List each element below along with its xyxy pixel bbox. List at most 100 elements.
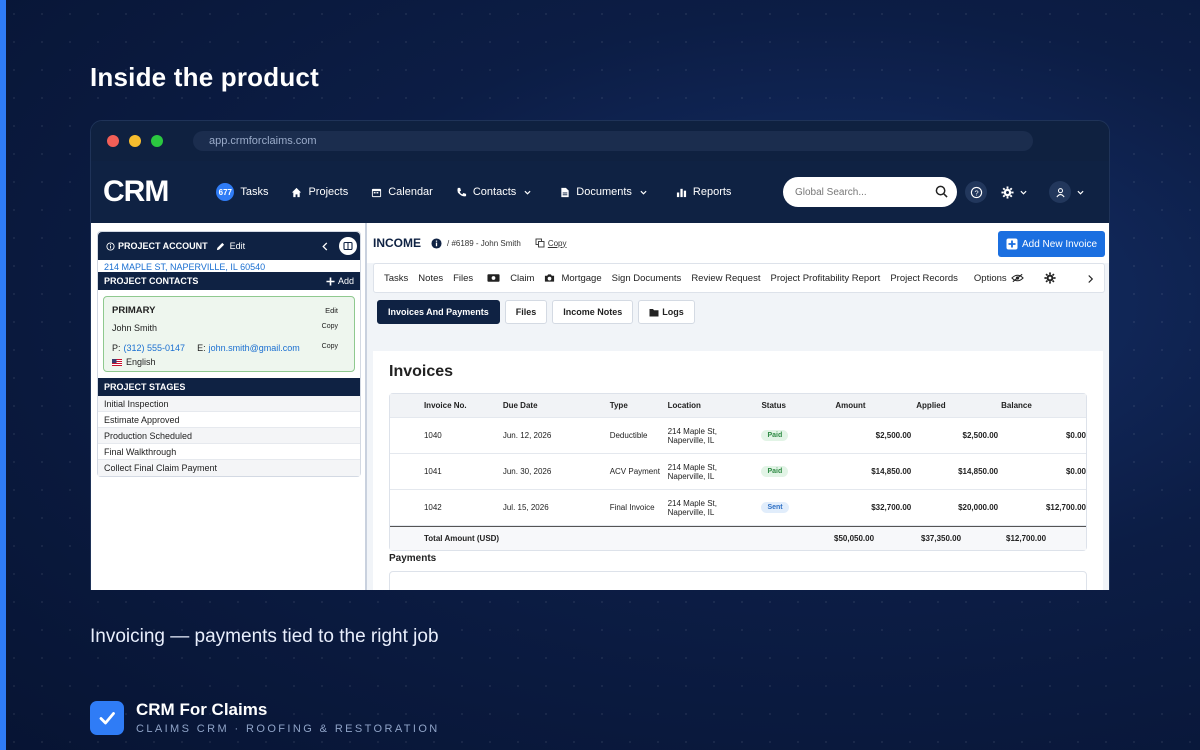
url-bar[interactable]: app.crmforclaims.com (193, 131, 1033, 151)
subnav-profitability-report[interactable]: Project Profitability Report (770, 272, 881, 284)
svg-text:?: ? (974, 188, 978, 197)
chevron-down-icon (1020, 190, 1027, 195)
chevron-right-icon[interactable] (1087, 274, 1094, 284)
table-row[interactable]: 1041 Jun. 30, 2026 ACV Payment 214 Maple… (390, 454, 1086, 490)
add-new-invoice-label: Add New Invoice (1021, 238, 1098, 250)
breadcrumb: / #6189 - John Smith (447, 238, 521, 248)
contact-email-link[interactable]: john.smith@gmail.com (208, 343, 300, 353)
stage-item[interactable]: Final Walkthrough (98, 444, 360, 460)
col-balance[interactable]: Balance (1001, 401, 1032, 410)
subnav-notes[interactable]: Notes (418, 272, 444, 284)
add-new-invoice-button[interactable]: Add New Invoice (998, 231, 1105, 257)
copy-contact-button[interactable]: Copy (321, 343, 338, 350)
contact-language: English (126, 357, 156, 367)
col-type[interactable]: Type (609, 401, 628, 410)
due-date: Jul. 15, 2026 (502, 503, 549, 512)
subnav-sign-documents[interactable]: Sign Documents (611, 272, 682, 284)
col-location[interactable]: Location (667, 401, 701, 410)
copy-name-button[interactable]: Copy (321, 323, 338, 330)
stage-item[interactable]: Collect Final Claim Payment (98, 460, 360, 476)
close-window-button[interactable] (107, 135, 119, 147)
subnav-files[interactable]: Files (453, 272, 474, 284)
subnav-review-request[interactable]: Review Request (691, 272, 761, 284)
camera-icon[interactable] (544, 273, 555, 283)
stage-item[interactable]: Initial Inspection (98, 396, 360, 412)
settings-menu[interactable] (1001, 185, 1027, 199)
invoice-location: 214 Maple St, Naperville, IL (668, 499, 762, 517)
project-address[interactable]: 214 MAPLE ST, NAPERVILLE, IL 60540 (104, 262, 266, 272)
help-button[interactable]: ? (965, 181, 987, 203)
tab-invoices-and-payments[interactable]: Invoices And Payments (377, 300, 500, 324)
search-placeholder: Global Search... (795, 186, 867, 198)
chevron-left-icon[interactable] (321, 241, 329, 251)
copy-project-button[interactable]: Copy (535, 238, 567, 248)
invoice-applied: $20,000.00 (958, 503, 999, 512)
col-amount[interactable]: Amount (835, 401, 866, 410)
subnav-tasks[interactable]: Tasks (384, 272, 409, 284)
tab-income-notes[interactable]: Income Notes (552, 300, 634, 324)
subnav-mortgage[interactable]: Mortgage (561, 272, 602, 284)
tasks-count-badge: 677 (216, 183, 235, 201)
nav-documents[interactable]: Documents (560, 186, 653, 198)
crm-logo[interactable]: CRM (103, 175, 169, 209)
nav-contacts[interactable]: Contacts (456, 186, 537, 198)
minimize-window-button[interactable] (129, 135, 141, 147)
tab-files[interactable]: Files (504, 300, 548, 324)
nav-reports[interactable]: Reports (676, 186, 732, 198)
edit-contact-button[interactable]: Edit (325, 306, 338, 315)
info-icon[interactable] (431, 237, 442, 249)
tab-logs[interactable]: Logs (638, 300, 695, 324)
subnav-claim[interactable]: Claim (510, 272, 535, 284)
global-search-input[interactable]: Global Search... (783, 177, 957, 207)
bar-chart-icon (676, 188, 686, 197)
invoice-amount: $2,500.00 (875, 431, 912, 440)
table-row[interactable]: 1040 Jun. 12, 2026 Deductible 214 Maple … (390, 418, 1086, 454)
invoices-section: Invoices Invoice No. Due Date Type Locat… (373, 351, 1103, 590)
col-invoice-no[interactable]: Invoice No. (423, 401, 467, 410)
total-applied: $37,350.00 (921, 534, 962, 543)
edit-account-button[interactable]: Edit (216, 241, 246, 251)
table-row[interactable]: 1042 Jul. 15, 2026 Final Invoice 214 Map… (390, 490, 1086, 526)
phone-icon (457, 187, 466, 196)
chevron-down-icon (1077, 190, 1084, 195)
invoice-no[interactable]: 1041 (423, 467, 442, 476)
col-due-date[interactable]: Due Date (502, 401, 538, 410)
chevron-down-icon (640, 190, 647, 195)
add-contact-button[interactable]: Add (326, 276, 354, 286)
collapse-sidebar-button[interactable] (339, 237, 358, 255)
eye-slash-icon (1010, 273, 1024, 283)
contact-phone-link[interactable]: (312) 555-0147 (123, 343, 186, 353)
col-status[interactable]: Status (761, 401, 786, 410)
user-icon (1055, 187, 1065, 197)
gear-icon (1001, 185, 1014, 199)
slide-caption: Invoicing — payments tied to the right j… (90, 626, 439, 647)
maximize-window-button[interactable] (151, 135, 163, 147)
invoice-no[interactable]: 1042 (423, 503, 442, 512)
col-applied[interactable]: Applied (916, 401, 946, 410)
calendar-icon (372, 188, 382, 197)
invoice-no[interactable]: 1040 (423, 431, 442, 440)
user-menu[interactable] (1049, 181, 1084, 203)
location-line-2: Naperville, IL (667, 507, 715, 517)
nav-projects[interactable]: Projects (291, 186, 348, 198)
project-contacts-header: PROJECT CONTACTS Add (98, 272, 360, 290)
nav-reports-label: Reports (692, 186, 732, 198)
nav-calendar[interactable]: Calendar (371, 186, 433, 198)
status-badge: Paid (761, 466, 789, 477)
stage-item[interactable]: Estimate Approved (98, 412, 360, 428)
nav-tasks[interactable]: 677 Tasks (216, 183, 268, 201)
search-icon[interactable] (935, 185, 948, 198)
stage-item[interactable]: Production Scheduled (98, 428, 360, 444)
nav-projects-label: Projects (308, 186, 349, 198)
subnav-options[interactable]: Options (974, 273, 1024, 284)
subnav-project-records[interactable]: Project Records (890, 272, 958, 284)
total-balance: $12,700.00 (1006, 534, 1047, 543)
table-header: Invoice No. Due Date Type Location Statu… (390, 394, 1086, 418)
gear-icon[interactable] (1044, 272, 1056, 284)
tab-logs-label: Logs (662, 307, 684, 317)
money-icon[interactable] (487, 273, 500, 283)
accent-bar (0, 0, 6, 750)
subnav-options-label: Options (973, 272, 1007, 284)
edit-account-label: Edit (229, 241, 246, 251)
project-account-header: PROJECT ACCOUNT Edit (98, 232, 360, 260)
